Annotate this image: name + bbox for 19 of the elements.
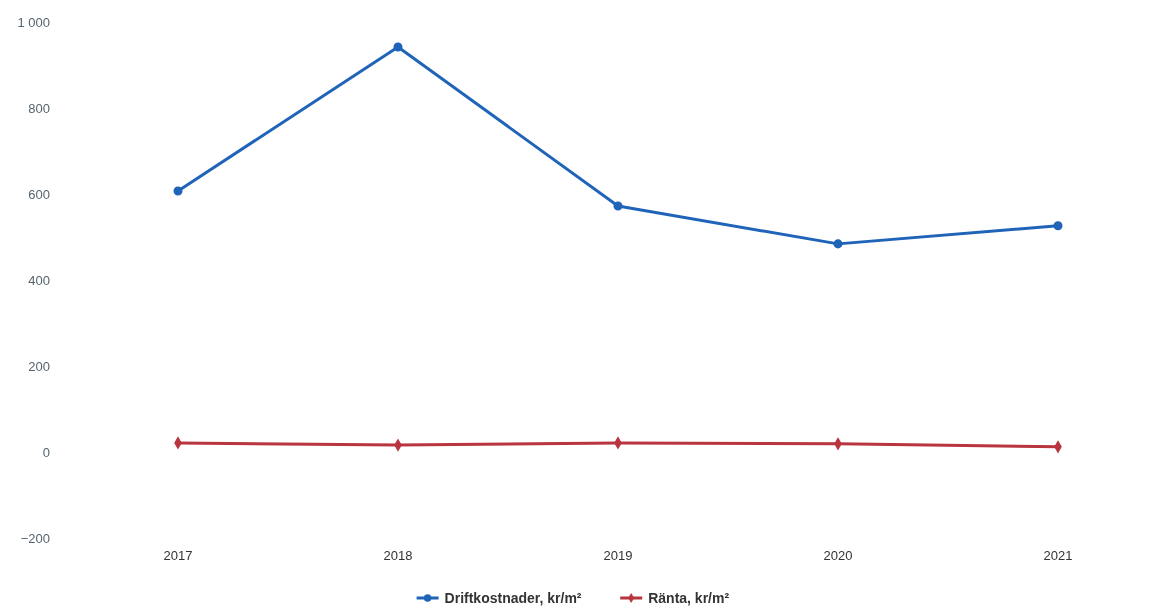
legend-label: Ränta, kr/m² <box>648 589 730 606</box>
x-tick-label: 2019 <box>603 548 633 563</box>
x-tick-label: 2021 <box>1043 548 1073 563</box>
point <box>613 201 623 211</box>
y-tick-label: 600 <box>28 186 50 202</box>
y-tick-label: 200 <box>28 358 50 374</box>
point <box>833 239 843 249</box>
x-tick-label: 2020 <box>823 548 853 563</box>
point <box>1053 221 1063 231</box>
y-tick-label: −200 <box>20 530 50 546</box>
legend-label: Driftkostnader, kr/m² <box>444 589 582 606</box>
point <box>173 186 183 196</box>
point <box>393 42 403 52</box>
x-tick-label: 2018 <box>383 548 413 563</box>
y-tick-label: 0 <box>42 444 50 460</box>
y-tick-label: 1 000 <box>17 14 50 30</box>
x-tick-label: 2017 <box>163 548 193 563</box>
y-tick-label: 800 <box>28 100 50 116</box>
y-tick-label: 400 <box>28 272 50 288</box>
